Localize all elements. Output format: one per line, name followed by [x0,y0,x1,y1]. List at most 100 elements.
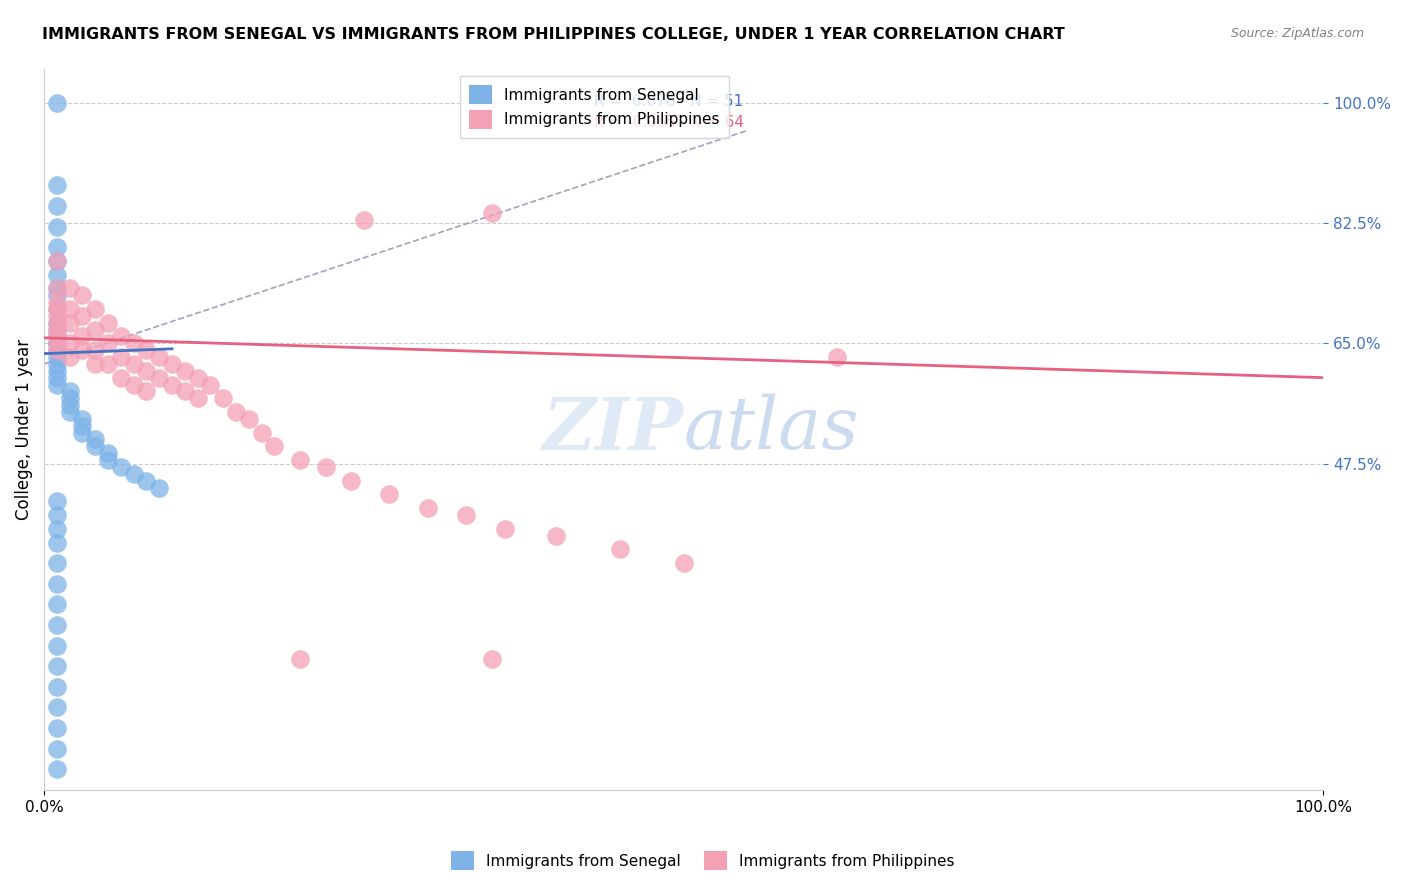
Point [59,350,82,364]
Text: R =  0.076   N = 51: R = 0.076 N = 51 [595,94,744,109]
Point [45,281,67,295]
Point [173,384,195,399]
Text: R = -0.065   N = 64: R = -0.065 N = 64 [595,115,744,130]
Point [59,405,82,419]
Point [45,301,67,316]
Point [97,453,120,467]
Point [59,384,82,399]
Text: ZIP: ZIP [543,393,683,465]
Point [212,391,235,405]
Point [97,316,120,330]
Point [187,391,209,405]
Point [45,741,67,756]
Point [160,377,183,392]
Legend: Immigrants from Senegal, Immigrants from Philippines: Immigrants from Senegal, Immigrants from… [460,76,728,138]
Point [481,206,503,220]
Point [378,487,401,501]
Point [72,343,94,358]
Point [148,370,170,384]
Point [135,384,157,399]
Point [110,329,132,343]
Point [45,322,67,336]
Point [97,357,120,371]
Point [45,316,67,330]
Text: atlas: atlas [683,394,859,465]
Point [45,329,67,343]
Point [45,301,67,316]
Point [45,178,67,193]
Text: Source: ZipAtlas.com: Source: ZipAtlas.com [1230,27,1364,40]
Point [135,474,157,488]
Point [110,460,132,475]
Point [45,336,67,351]
Point [148,350,170,364]
Point [135,343,157,358]
Point [544,529,567,543]
Point [45,343,67,358]
Point [187,370,209,384]
Point [45,762,67,776]
Point [45,659,67,673]
Point [72,329,94,343]
Point [45,508,67,522]
Y-axis label: College, Under 1 year: College, Under 1 year [15,339,32,520]
Point [45,576,67,591]
Point [84,439,107,453]
Point [84,343,107,358]
Point [148,481,170,495]
Point [72,418,94,433]
Point [45,639,67,653]
Point [45,322,67,336]
Point [609,542,631,557]
Point [250,425,273,440]
Point [59,316,82,330]
Point [45,219,67,234]
Point [45,329,67,343]
Point [45,199,67,213]
Point [45,95,67,110]
Point [45,522,67,536]
Point [288,453,311,467]
Point [825,350,848,364]
Point [45,364,67,378]
Point [45,253,67,268]
Point [494,522,516,536]
Point [84,433,107,447]
Point [416,501,439,516]
Point [45,253,67,268]
Point [45,240,67,254]
Point [225,405,247,419]
Point [45,350,67,364]
Legend: Immigrants from Senegal, Immigrants from Philippines: Immigrants from Senegal, Immigrants from… [444,844,962,878]
Point [45,494,67,508]
Point [122,467,145,481]
Point [45,680,67,694]
Point [45,295,67,310]
Point [45,618,67,632]
Point [122,336,145,351]
Point [135,364,157,378]
Point [173,364,195,378]
Point [59,391,82,405]
Point [45,281,67,295]
Point [45,721,67,735]
Point [45,377,67,392]
Point [72,309,94,323]
Point [97,336,120,351]
Point [45,309,67,323]
Point [59,336,82,351]
Point [288,652,311,666]
Point [59,281,82,295]
Point [45,598,67,612]
Point [353,212,375,227]
Point [672,556,695,570]
Point [45,535,67,549]
Point [45,370,67,384]
Point [45,343,67,358]
Point [263,439,285,453]
Point [481,652,503,666]
Point [200,377,222,392]
Point [45,700,67,714]
Point [84,322,107,336]
Point [238,412,260,426]
